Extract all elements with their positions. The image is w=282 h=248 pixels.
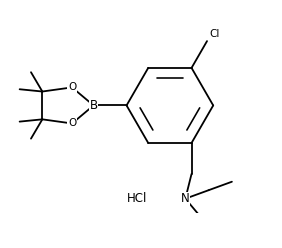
Text: Cl: Cl <box>209 29 219 39</box>
Text: N: N <box>181 192 190 205</box>
Text: B: B <box>89 99 98 112</box>
Text: HCl: HCl <box>127 192 147 205</box>
Text: O: O <box>68 82 76 93</box>
Text: O: O <box>68 119 76 128</box>
